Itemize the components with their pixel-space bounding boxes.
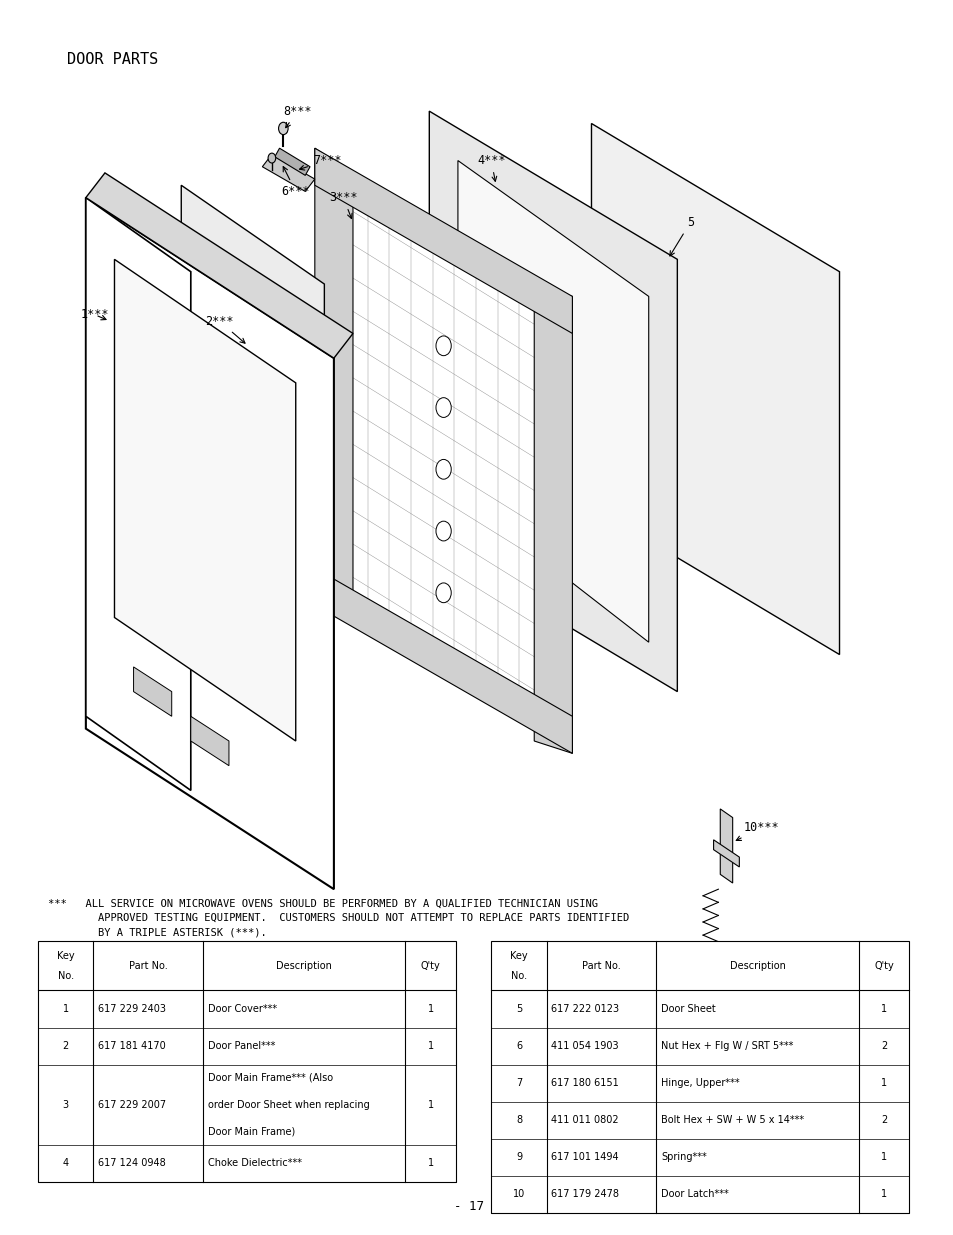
Text: Description: Description [276,961,332,971]
Text: 3: 3 [63,1099,69,1109]
Text: Door Cover***: Door Cover*** [208,1004,276,1014]
Text: Key: Key [57,951,74,961]
Circle shape [278,122,288,135]
Text: 3***: 3*** [329,191,357,219]
Text: 617 181 4170: 617 181 4170 [98,1041,166,1051]
Polygon shape [181,185,324,766]
Text: 5: 5 [669,216,693,256]
Text: 7: 7 [516,1078,521,1088]
Text: - 17 -: - 17 - [454,1199,499,1213]
Text: 1: 1 [880,1189,886,1199]
Text: 8: 8 [516,1115,521,1125]
Text: order Door Sheet when replacing: order Door Sheet when replacing [208,1099,370,1109]
Text: Door Panel***: Door Panel*** [208,1041,275,1051]
Text: 10: 10 [513,1189,524,1199]
Polygon shape [262,154,314,191]
Text: No.: No. [58,971,73,981]
Text: 2: 2 [880,1041,886,1051]
Text: 6***: 6*** [281,167,310,198]
Circle shape [436,398,451,417]
Text: 1: 1 [427,1158,434,1168]
Text: 617 101 1494: 617 101 1494 [551,1152,618,1162]
Text: 10***: 10*** [736,821,779,841]
Text: 411 011 0802: 411 011 0802 [551,1115,618,1125]
Polygon shape [86,198,191,790]
Text: Description: Description [729,961,784,971]
Polygon shape [429,111,677,692]
Text: 1***: 1*** [81,309,110,321]
Circle shape [436,521,451,541]
Text: 617 180 6151: 617 180 6151 [551,1078,618,1088]
Text: Door Latch***: Door Latch*** [660,1189,728,1199]
Text: 617 229 2403: 617 229 2403 [98,1004,166,1014]
Text: Part No.: Part No. [129,961,168,971]
Text: 9***: 9*** [714,965,748,982]
Text: 2: 2 [63,1041,69,1051]
Text: 1: 1 [880,1004,886,1014]
Text: 9: 9 [516,1152,521,1162]
Polygon shape [591,124,839,655]
Polygon shape [314,148,572,333]
Text: Door Sheet: Door Sheet [660,1004,715,1014]
Text: Door Main Frame*** (Also: Door Main Frame*** (Also [208,1073,333,1083]
Polygon shape [133,667,172,716]
Text: 5: 5 [516,1004,521,1014]
Bar [491,941,908,1213]
Polygon shape [457,161,648,642]
Text: Nut Hex + Flg W / SRT 5***: Nut Hex + Flg W / SRT 5*** [660,1041,793,1051]
Circle shape [436,583,451,603]
Text: 1: 1 [427,1004,434,1014]
Text: Choke Dielectric***: Choke Dielectric*** [208,1158,302,1168]
Text: Q'ty: Q'ty [420,961,440,971]
Text: Door Main Frame): Door Main Frame) [208,1126,294,1136]
Text: DOOR PARTS: DOOR PARTS [67,52,158,67]
Text: 2: 2 [880,1115,886,1125]
Text: 617 229 2007: 617 229 2007 [98,1099,166,1109]
Text: 6: 6 [516,1041,521,1051]
Text: Spring***: Spring*** [660,1152,706,1162]
Circle shape [268,153,275,163]
Polygon shape [324,161,562,741]
Text: 411 054 1903: 411 054 1903 [551,1041,618,1051]
Text: 2***: 2*** [205,315,245,343]
Text: 7***: 7*** [299,154,341,170]
Polygon shape [114,259,295,741]
Polygon shape [720,809,732,883]
Text: Bolt Hex + SW + W 5 x 14***: Bolt Hex + SW + W 5 x 14*** [660,1115,803,1125]
Circle shape [436,336,451,356]
Text: 4***: 4*** [476,154,505,182]
Polygon shape [314,568,572,753]
Text: 617 179 2478: 617 179 2478 [551,1189,618,1199]
Polygon shape [86,173,353,358]
Bar [38,941,456,1182]
Polygon shape [534,284,572,753]
Text: 1: 1 [63,1004,69,1014]
Text: Q'ty: Q'ty [873,961,893,971]
Polygon shape [314,148,353,618]
Text: Part No.: Part No. [581,961,620,971]
Text: 4: 4 [63,1158,69,1168]
Text: 1: 1 [880,1078,886,1088]
Text: 8***: 8*** [283,105,312,127]
Text: ***   ALL SERVICE ON MICROWAVE OVENS SHOULD BE PERFORMED BY A QUALIFIED TECHNICI: *** ALL SERVICE ON MICROWAVE OVENS SHOUL… [48,899,628,937]
Text: 1: 1 [880,1152,886,1162]
Circle shape [436,459,451,479]
Text: No.: No. [511,971,526,981]
Text: 1: 1 [427,1099,434,1109]
Polygon shape [86,198,334,889]
Polygon shape [274,148,310,175]
Text: 617 124 0948: 617 124 0948 [98,1158,166,1168]
Text: Key: Key [510,951,527,961]
Text: 617 222 0123: 617 222 0123 [551,1004,618,1014]
Text: Hinge, Upper***: Hinge, Upper*** [660,1078,739,1088]
Polygon shape [191,716,229,766]
Text: 1: 1 [427,1041,434,1051]
Polygon shape [713,840,739,867]
